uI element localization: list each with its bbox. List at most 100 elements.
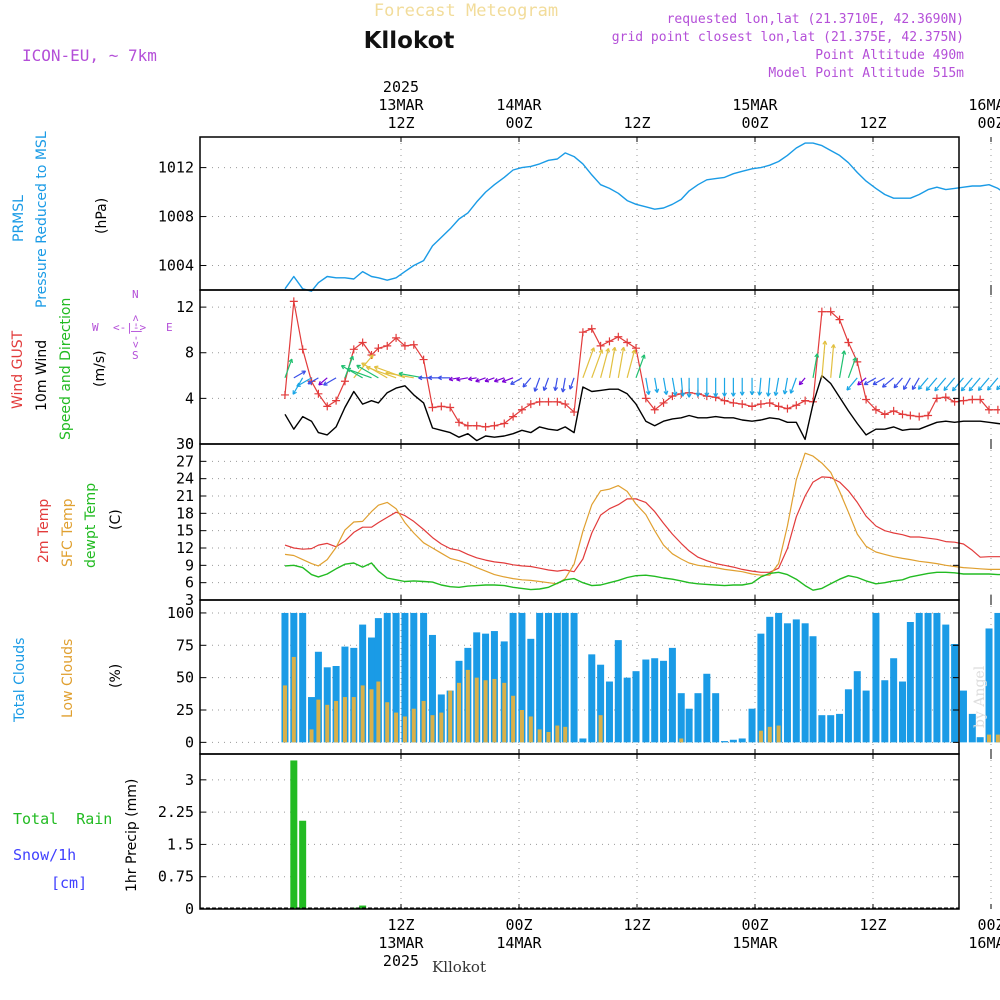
wind-arrow	[341, 365, 363, 379]
total-cloud-bar	[729, 739, 737, 743]
low-cloud-bar	[394, 712, 399, 743]
wind-arrow-head	[881, 383, 887, 388]
total-cloud-bar	[827, 715, 835, 743]
wind-arrow-head	[960, 386, 966, 392]
wind-arrow-head	[968, 386, 974, 392]
total-cloud-bar	[703, 673, 711, 743]
total-cloud-bar	[933, 612, 941, 743]
wind-arrow	[494, 377, 505, 382]
y-tick-label: 0	[185, 900, 194, 918]
watermark: by Angel	[972, 665, 988, 728]
wind-arrow-head	[863, 380, 869, 386]
wind-arrow-head	[611, 346, 617, 352]
gust-marker	[400, 341, 409, 350]
wind-arrow-head	[872, 380, 878, 386]
wind-arrow-head	[428, 375, 433, 381]
gust-marker	[349, 345, 358, 354]
y-tick-label: 75	[176, 636, 194, 654]
low-cloud-bar	[511, 695, 516, 743]
total-cloud-bar	[518, 612, 526, 743]
prmsl-label: PRMSL	[11, 195, 27, 242]
wind-arrow	[635, 354, 645, 379]
gust-marker	[976, 395, 985, 404]
y-tick-label: 1004	[158, 257, 194, 275]
total-cloud-bar	[738, 738, 746, 743]
y-tick-label: 3	[185, 771, 194, 789]
product-title: Forecast Meteogram	[374, 1, 558, 21]
low-cloud-bar	[528, 716, 533, 743]
wind-arrow-head	[361, 362, 366, 367]
wind-arrow-head	[560, 388, 566, 393]
wind-arrow	[798, 377, 806, 386]
wind-arrow-head	[846, 386, 851, 391]
wind-arrow	[600, 348, 610, 378]
gust-marker	[959, 396, 968, 405]
low-cloud-bar	[309, 729, 314, 743]
wind-arrow-head	[568, 385, 574, 390]
wind-arrow-head	[318, 380, 323, 386]
total-cloud-bar	[872, 612, 880, 743]
wind-arrow-head	[373, 365, 379, 371]
wind-arrow	[917, 377, 929, 390]
top-year-label: 2025	[383, 78, 419, 96]
wind-arrow-head	[493, 378, 499, 383]
wind-arrow-head	[522, 382, 528, 388]
total-cloud-bar	[801, 623, 809, 743]
gust-marker	[632, 344, 641, 353]
gust-marker	[340, 377, 349, 386]
wind-arrow	[591, 349, 603, 379]
low-cloud-bar	[995, 734, 1000, 743]
compass-s: S	[132, 349, 139, 362]
prmsl-line	[284, 142, 1000, 292]
low-cloud-bar	[679, 738, 684, 743]
total-cloud-bar	[985, 628, 993, 743]
gust-marker	[906, 411, 915, 420]
gust-marker	[871, 405, 880, 414]
total-cloud-bar	[968, 713, 976, 743]
y-tick-label: 2.25	[158, 803, 194, 821]
total-cloud-bar	[527, 638, 535, 743]
wind-arrow-head	[296, 382, 301, 387]
total-cloud-bar	[383, 612, 391, 743]
wind-arrow	[484, 377, 495, 382]
gust-marker	[323, 402, 332, 411]
wind-arrow-head	[640, 354, 646, 359]
total-cloud-bar	[553, 612, 561, 743]
total-cloud-bar	[783, 623, 791, 743]
total-cloud-bar	[597, 664, 605, 743]
gust-marker	[280, 390, 289, 399]
low-cloud-bar	[767, 726, 772, 743]
wind-arrow-head	[418, 375, 423, 381]
wind-arrow	[344, 356, 354, 379]
wind-arrow	[468, 377, 477, 380]
gust-marker	[392, 333, 401, 342]
clouds-unit: (%)	[108, 664, 124, 688]
top-date-label: 15MAR	[732, 96, 778, 114]
low-cloud-bar	[537, 729, 542, 743]
bottom-year-label: 2025	[383, 952, 419, 970]
low-cloud-bar	[402, 716, 407, 743]
gust-marker	[472, 421, 481, 430]
wind-arrow	[872, 377, 886, 386]
total-cloud-bar	[712, 693, 720, 743]
gust-marker	[792, 401, 801, 410]
wind-arrow-head	[739, 391, 745, 396]
low-cloud-bar	[360, 685, 365, 743]
temp-panel-labels: 2m Temp SFC Temp dewpt Temp (C)	[36, 483, 124, 568]
wind-arrow	[662, 377, 668, 395]
wind-arrow	[617, 347, 625, 378]
gust-marker	[765, 398, 774, 407]
wind-arrow-head	[456, 376, 461, 382]
wind-arrow-head	[631, 349, 637, 354]
wind-arrow	[680, 377, 684, 397]
gust-marker	[950, 397, 959, 406]
rain-bar	[299, 820, 307, 909]
gust-marker	[817, 307, 826, 316]
total-cloud-bar	[844, 689, 852, 743]
wind-arrow-head	[663, 390, 669, 395]
wind-arrow-head	[510, 380, 515, 385]
total-cloud-bar	[660, 660, 668, 743]
total-cloud-bar	[685, 708, 693, 743]
low-cloud-bar	[430, 715, 435, 743]
gust-marker	[509, 412, 518, 421]
